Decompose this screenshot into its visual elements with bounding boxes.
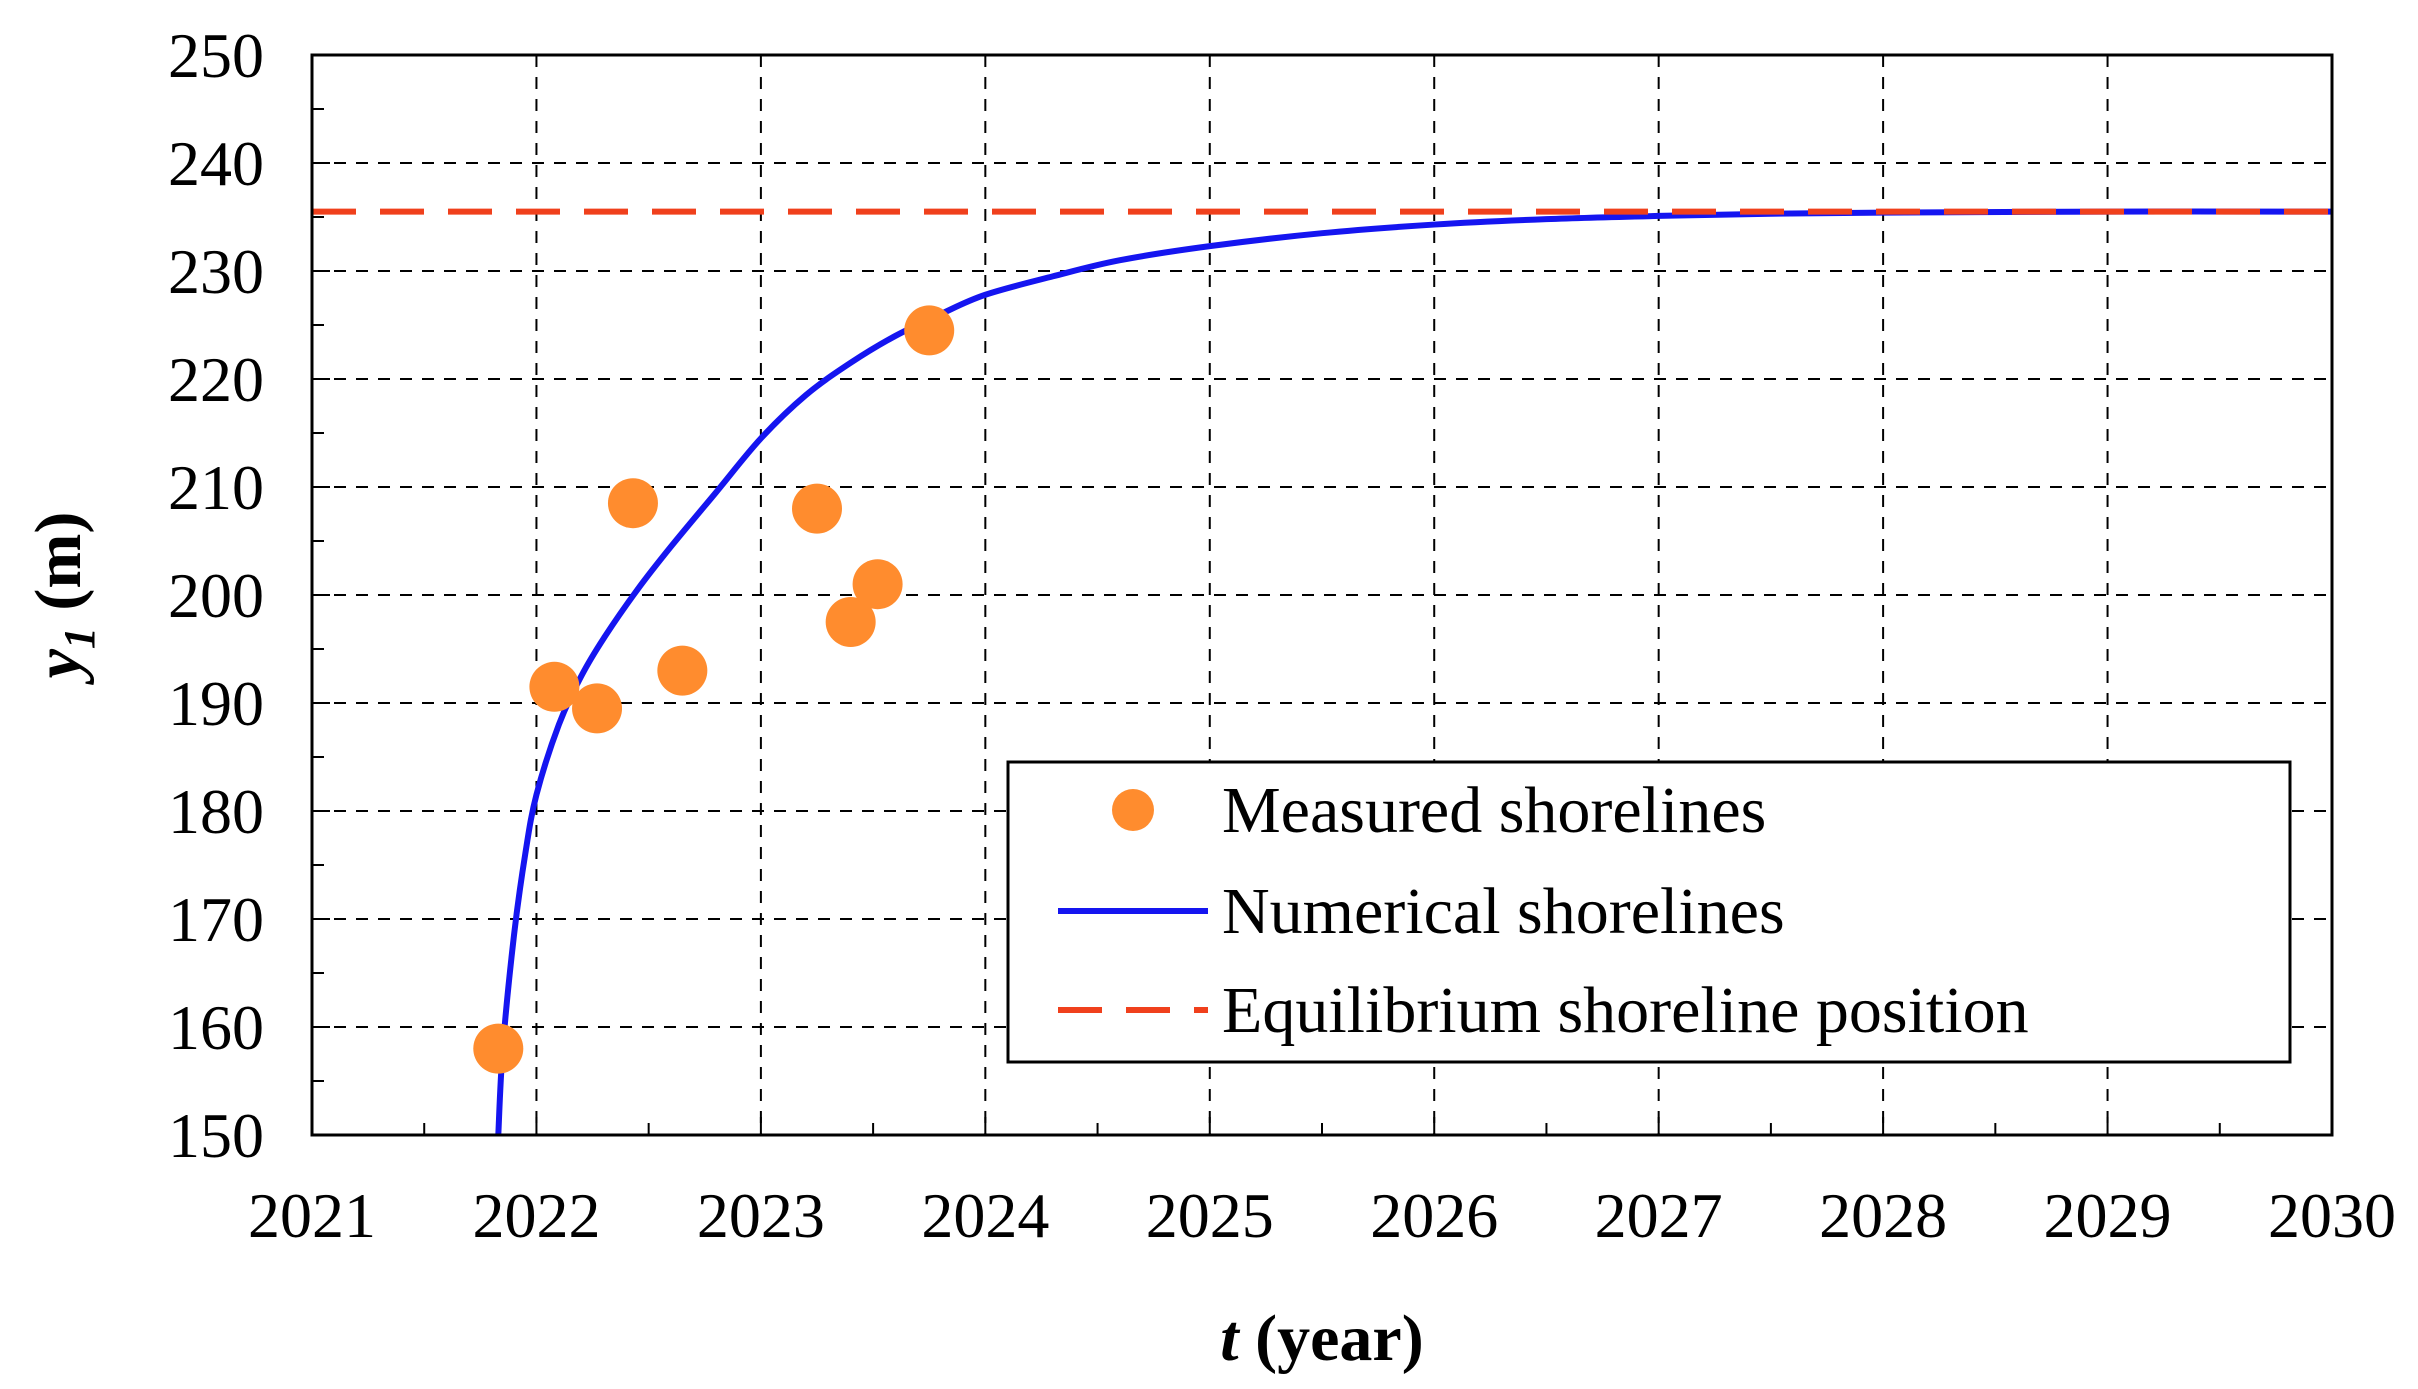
- x-tick-label: 2023: [697, 1180, 825, 1251]
- measured-shoreline-point: [473, 1023, 524, 1074]
- x-tick-label: 2030: [2268, 1180, 2396, 1251]
- x-tick-label: 2025: [1146, 1180, 1274, 1251]
- y-tick-label: 150: [168, 1100, 264, 1171]
- minor-ticks: [311, 54, 2333, 1136]
- legend-box: [1006, 760, 2292, 1064]
- x-axis-title: t (year): [1220, 1302, 1423, 1375]
- x-tick-label: 2029: [2044, 1180, 2172, 1251]
- x-tick-label: 2026: [1370, 1180, 1498, 1251]
- legend: Measured shorelines Numerical shorelines…: [1006, 760, 2292, 1064]
- y-tick-label: 240: [168, 128, 264, 199]
- x-tick-label: 2028: [1819, 1180, 1947, 1251]
- y-tick-label: 200: [168, 560, 264, 631]
- series-layer: [312, 208, 2332, 1135]
- legend-label-measured: Measured shorelines: [1222, 774, 1766, 847]
- measured-shoreline-point: [852, 559, 903, 610]
- y-axis-subscript: 1: [55, 627, 104, 649]
- y-axis-title: y1 (m): [22, 512, 104, 686]
- y-tick-label: 190: [168, 668, 264, 739]
- measured-shoreline-point: [657, 645, 708, 696]
- y-tick-label: 180: [168, 776, 264, 847]
- legend-marker-measured: [1112, 789, 1154, 831]
- measured-shoreline-point: [904, 305, 955, 356]
- legend-label-numerical: Numerical shorelines: [1222, 875, 1785, 948]
- x-axis-variable: t: [1220, 1302, 1240, 1375]
- y-tick-label: 230: [168, 236, 264, 307]
- plot-frame: [310, 53, 2334, 1137]
- measured-shoreline-point: [572, 683, 623, 734]
- y-axis-variable: y: [22, 648, 95, 685]
- x-axis-unit: (year): [1239, 1302, 1424, 1375]
- y-axis-unit: (m): [22, 512, 95, 627]
- measured-shoreline-point: [529, 661, 580, 712]
- legend-label-equilibrium: Equilibrium shoreline position: [1222, 974, 2029, 1047]
- x-tick-label: 2021: [248, 1180, 376, 1251]
- y-tick-label: 170: [168, 884, 264, 955]
- y-tick-label: 160: [168, 992, 264, 1063]
- x-tick-label: 2024: [921, 1180, 1049, 1251]
- measured-shoreline-point: [792, 483, 842, 534]
- x-tick-label: 2022: [472, 1180, 600, 1251]
- tick-labels: 2021 2022 2023 2024 2025 2026 2027 2028 2029 2030…: [168, 20, 2396, 1251]
- y-tick-label: 250: [168, 20, 264, 91]
- y-tick-label: 210: [168, 452, 264, 523]
- y-tick-label: 220: [168, 344, 264, 415]
- measured-shoreline-point: [607, 478, 658, 529]
- x-tick-label: 2027: [1595, 1180, 1723, 1251]
- measured-shoreline-point: [825, 597, 876, 647]
